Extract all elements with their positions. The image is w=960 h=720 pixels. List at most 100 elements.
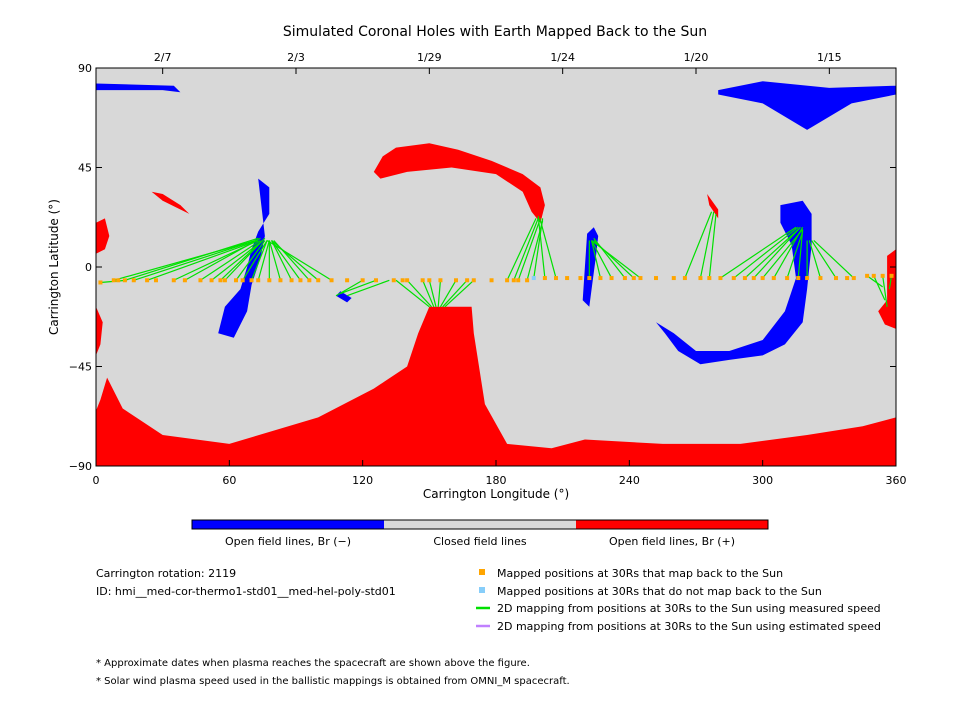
mapping-line (200, 239, 261, 281)
mapped-point (465, 278, 470, 283)
mapped-point (622, 276, 627, 281)
mapping-line (184, 237, 261, 281)
mapping-lines (100, 211, 893, 308)
mapping-line (242, 240, 268, 281)
mapped-point (420, 278, 425, 283)
mapped-point (329, 278, 334, 283)
mapped-point (587, 276, 592, 281)
mapped-point (374, 278, 378, 283)
top-date-label: 1/24 (550, 51, 575, 64)
mapping-line (811, 240, 837, 279)
y-tick-label: 0 (85, 261, 92, 274)
colorbar-label-closed: Closed field lines (433, 535, 527, 548)
mapping-line (866, 275, 884, 288)
mapping-line (591, 240, 613, 279)
mapping-line (235, 240, 266, 281)
legend-item-estimated: 2D mapping from positions at 30Rs to the… (497, 620, 881, 633)
mapping-line (113, 239, 257, 281)
mapping-line (250, 240, 268, 281)
mapped-point (198, 278, 203, 283)
legend-item-measured: 2D mapping from positions at 30Rs to the… (497, 602, 881, 615)
mapping-line (271, 240, 293, 281)
mapped-point (267, 278, 272, 283)
mapped-point (345, 278, 350, 283)
mapped-point (707, 276, 712, 281)
mapping-line (513, 218, 539, 281)
mapped-point (427, 278, 432, 283)
note-dates: * Approximate dates when plasma reaches … (96, 658, 530, 669)
mapping-line (506, 218, 537, 281)
mapped-point (505, 278, 510, 283)
mapped-point (438, 278, 443, 283)
mapping-line (786, 231, 804, 279)
mapping-line (346, 279, 390, 297)
mapped-point (796, 276, 801, 281)
mapped-point (851, 276, 856, 281)
mapped-point (682, 276, 687, 281)
mapped-point (289, 278, 294, 283)
mapping-line (271, 240, 319, 281)
mapped-point (182, 278, 187, 283)
mapped-point (805, 276, 810, 281)
x-tick-label: 0 (93, 474, 100, 487)
mapping-line (124, 237, 259, 281)
mapped-point (698, 276, 703, 281)
mapped-point (405, 278, 410, 283)
carrington-rotation: Carrington rotation: 2119 (96, 567, 236, 580)
mapped-point (718, 276, 723, 281)
mapping-line (591, 239, 641, 279)
mapped-point (760, 276, 765, 281)
mapping-line (428, 280, 437, 307)
mapping-line (224, 240, 264, 281)
coronal-hole-positive (96, 306, 103, 356)
mapped-point (598, 276, 603, 281)
mapping-line (708, 213, 717, 279)
model-id: ID: hmi__med-cor-thermo1-std01__med-hel-… (96, 585, 396, 598)
x-tick-label: 360 (886, 474, 907, 487)
mapped-point (565, 276, 570, 281)
mapping-line (744, 228, 799, 279)
mapped-point (298, 278, 303, 283)
mapping-line (406, 279, 432, 308)
mapping-line (444, 279, 475, 308)
mapped-point (98, 280, 103, 285)
colorbar-open-negative (192, 520, 384, 529)
y-tick-label: −45 (69, 361, 92, 374)
mapping-line (266, 239, 332, 281)
mapped-point (671, 276, 676, 281)
x-axis-label: Carrington Longitude (°) (423, 487, 569, 501)
mapping-line (437, 280, 442, 307)
x-tick-label: 60 (222, 474, 236, 487)
mapped-point (116, 278, 121, 283)
mapped-point (638, 276, 643, 281)
legend-swatch-not-mapped (479, 587, 485, 593)
coronal-hole-negative (656, 200, 812, 365)
mapping-line (753, 226, 801, 279)
coronal-hole-negative (718, 81, 896, 130)
mapped-point (489, 278, 494, 283)
colorbar-open-positive (576, 520, 768, 529)
top-date-label: 2/7 (154, 51, 172, 64)
coronal-hole-positive (707, 194, 719, 219)
mapped-point (256, 278, 261, 283)
mapped-point (511, 278, 516, 283)
mapped-point (751, 276, 756, 281)
coronal-hole-positive (373, 143, 545, 223)
mapped-point (731, 276, 736, 281)
mapped-point (454, 278, 458, 283)
mapped-point (278, 278, 283, 283)
mapping-line (268, 240, 282, 281)
mapping-line (762, 229, 804, 279)
mapped-point (771, 276, 776, 281)
x-tick-label: 120 (352, 474, 373, 487)
x-tick-label: 180 (486, 474, 507, 487)
coronal-hole-negative (96, 83, 181, 93)
mapped-point (360, 278, 365, 283)
legend-item-not-mapped: Mapped positions at 30Rs that do not map… (497, 585, 822, 598)
mapped-point (578, 276, 583, 281)
colorbar-frame (191, 519, 769, 530)
mapping-line (720, 226, 797, 279)
top-date-label: 1/20 (684, 51, 709, 64)
mapping-line (699, 211, 715, 279)
